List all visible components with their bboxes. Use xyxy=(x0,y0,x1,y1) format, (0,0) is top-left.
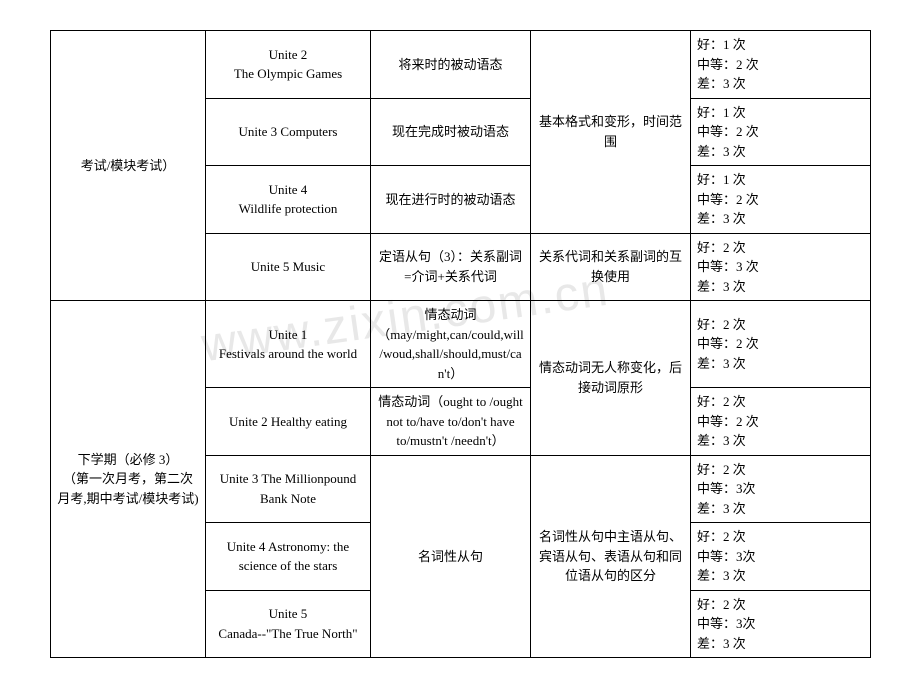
table-cell: 情态动词（may/might,can/could,will/woud,shall… xyxy=(371,301,531,388)
table-cell: 现在完成时被动语态 xyxy=(371,98,531,166)
table-cell: 下学期（必修 3）（第一次月考，第二次月考,期中考试/模块考试) xyxy=(51,301,206,658)
table-cell: 将来时的被动语态 xyxy=(371,31,531,99)
table-cell: 好：2 次中等：3次差：3 次 xyxy=(691,590,871,658)
table-cell: 好：1 次中等：2 次差：3 次 xyxy=(691,166,871,234)
table-cell: 好：2 次中等：3 次差：3 次 xyxy=(691,233,871,301)
table-cell: Unite 5 Music xyxy=(206,233,371,301)
table-cell: 考试/模块考试） xyxy=(51,31,206,301)
table-cell: 情态动词无人称变化，后接动词原形 xyxy=(531,301,691,456)
curriculum-table: 考试/模块考试）Unite 2The Olympic Games将来时的被动语态… xyxy=(50,30,871,658)
table-cell: 名词性从句 xyxy=(371,455,531,658)
table-cell: 情态动词（ought to /ought not to/have to/don'… xyxy=(371,388,531,456)
table-cell: Unite 2The Olympic Games xyxy=(206,31,371,99)
table-cell: 现在进行时的被动语态 xyxy=(371,166,531,234)
table-row: 下学期（必修 3）（第一次月考，第二次月考,期中考试/模块考试)Unite 1F… xyxy=(51,301,871,388)
table-cell: Unite 5Canada--"The True North" xyxy=(206,590,371,658)
table-cell: Unite 3 The Millionpound Bank Note xyxy=(206,455,371,523)
table-cell: 名词性从句中主语从句、宾语从句、表语从句和同位语从句的区分 xyxy=(531,455,691,658)
table-cell: Unite 2 Healthy eating xyxy=(206,388,371,456)
table-cell: 好：2 次中等：2 次差：3 次 xyxy=(691,388,871,456)
table-cell: 好：1 次中等：2 次差：3 次 xyxy=(691,98,871,166)
table-cell: 好：2 次中等：2 次差：3 次 xyxy=(691,301,871,388)
table-cell: Unite 4Wildlife protection xyxy=(206,166,371,234)
table-cell: Unite 3 Computers xyxy=(206,98,371,166)
table-cell: 关系代词和关系副词的互换使用 xyxy=(531,233,691,301)
table-cell: Unite 4 Astronomy: the science of the st… xyxy=(206,523,371,591)
table-row: 考试/模块考试）Unite 2The Olympic Games将来时的被动语态… xyxy=(51,31,871,99)
table-body: 考试/模块考试）Unite 2The Olympic Games将来时的被动语态… xyxy=(51,31,871,658)
table-cell: 好：2 次中等：3次差：3 次 xyxy=(691,455,871,523)
table-cell: Unite 1Festivals around the world xyxy=(206,301,371,388)
table-cell: 基本格式和变形，时间范围 xyxy=(531,31,691,234)
table-cell: 好：1 次中等：2 次差：3 次 xyxy=(691,31,871,99)
table-cell: 好：2 次中等：3次差：3 次 xyxy=(691,523,871,591)
table-cell: 定语从句（3）：关系副词=介词+关系代词 xyxy=(371,233,531,301)
page-content: 考试/模块考试）Unite 2The Olympic Games将来时的被动语态… xyxy=(0,0,920,688)
